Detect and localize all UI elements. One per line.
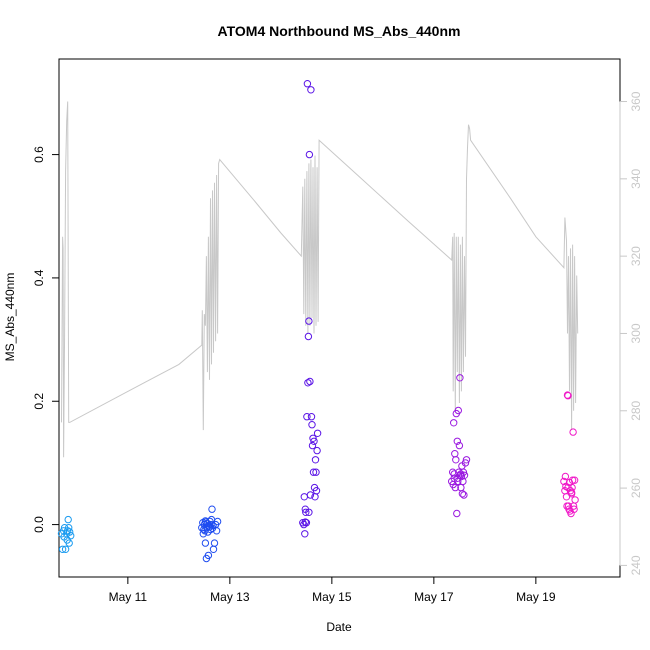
data-point	[561, 472, 570, 481]
data-point	[564, 502, 573, 510]
data-point	[453, 474, 461, 482]
data-point	[302, 508, 310, 516]
data-point	[210, 539, 219, 547]
y-tick-label: 0.2	[32, 393, 46, 410]
data-point	[304, 379, 312, 387]
data-point	[65, 524, 73, 532]
right-y-axis: 240 260 280 300 320 340 360	[619, 91, 643, 575]
data-point	[454, 477, 462, 486]
data-point	[308, 441, 317, 450]
x-tick-label: May 17	[414, 590, 454, 604]
data-point	[453, 509, 461, 518]
x-tick-label: May 19	[516, 590, 556, 604]
data-point	[568, 483, 576, 492]
right-y-tick-label: 260	[629, 478, 643, 498]
data-point	[307, 413, 316, 421]
right-y-tick-label: 320	[629, 246, 643, 266]
data-point	[208, 505, 216, 513]
data-point	[567, 488, 576, 497]
right-y-tick-label: 360	[629, 91, 643, 111]
data-point	[571, 496, 579, 504]
data-point	[213, 517, 222, 526]
data-point	[460, 491, 468, 499]
data-point	[460, 471, 469, 479]
data-points-layer	[57, 80, 579, 563]
data-point	[301, 518, 309, 526]
data-point	[458, 490, 467, 498]
data-point	[456, 374, 464, 382]
right-y-tick-label: 300	[629, 323, 643, 343]
data-point	[462, 456, 471, 464]
data-point	[560, 477, 568, 486]
x-axis-label: Date	[326, 620, 352, 634]
data-point	[564, 392, 572, 400]
data-point	[303, 413, 311, 421]
data-point	[570, 476, 579, 484]
data-point	[461, 459, 470, 467]
data-point	[569, 428, 577, 436]
data-point	[306, 377, 314, 386]
data-point	[66, 528, 74, 536]
data-point	[451, 450, 459, 458]
data-point	[200, 525, 208, 534]
data-point	[309, 434, 317, 442]
data-point	[453, 437, 461, 445]
data-point	[457, 470, 465, 478]
data-point	[312, 487, 321, 495]
data-point	[312, 468, 320, 476]
right-y-tick-label: 240	[629, 555, 643, 575]
data-point	[311, 456, 320, 464]
data-point	[306, 491, 315, 499]
data-point	[201, 517, 210, 525]
data-point	[570, 505, 578, 513]
data-point	[313, 429, 322, 437]
data-point	[61, 545, 70, 553]
y-axis: 0.0 0.2 0.4 0.6	[32, 146, 60, 533]
right-axis-trace-line	[61, 101, 579, 458]
data-point	[310, 437, 318, 445]
data-point	[305, 150, 314, 159]
data-point	[58, 545, 67, 553]
right-axis-trace-layer	[61, 101, 579, 458]
x-tick-label: May 15	[312, 590, 352, 604]
data-point	[67, 532, 75, 540]
x-tick-label: May 11	[109, 590, 148, 604]
data-point	[201, 539, 210, 547]
y-tick-label: 0.0	[32, 516, 46, 533]
y-tick-label: 0.6	[32, 146, 46, 163]
data-point	[454, 406, 462, 415]
data-point	[307, 86, 315, 94]
right-y-tick-label: 340	[629, 169, 643, 189]
data-point	[209, 545, 218, 553]
x-axis: May 11 May 13 May 15 May 17 May 19	[109, 576, 556, 604]
data-point	[212, 527, 221, 535]
data-point	[455, 441, 464, 450]
data-point	[451, 483, 459, 492]
plot-frame	[58, 58, 621, 578]
data-point	[204, 551, 213, 560]
data-point	[300, 493, 308, 501]
data-point	[449, 468, 457, 476]
data-point	[301, 530, 309, 538]
data-point	[305, 317, 313, 325]
data-point	[450, 419, 458, 427]
data-point	[313, 446, 321, 455]
data-point	[64, 515, 72, 524]
data-point	[309, 468, 318, 476]
data-point	[305, 508, 313, 516]
data-point	[452, 456, 460, 464]
y-axis-label: MS_Abs_440nm	[3, 273, 17, 362]
data-point	[303, 80, 312, 88]
data-point	[308, 421, 316, 429]
data-point	[568, 476, 577, 484]
y-tick-label: 0.4	[32, 269, 46, 286]
right-y-tick-label: 280	[629, 400, 643, 420]
data-point	[304, 332, 313, 341]
chart-title: ATOM4 Northbound MS_Abs_440nm	[218, 23, 461, 39]
x-tick-label: May 13	[210, 590, 250, 604]
data-point	[65, 539, 73, 547]
